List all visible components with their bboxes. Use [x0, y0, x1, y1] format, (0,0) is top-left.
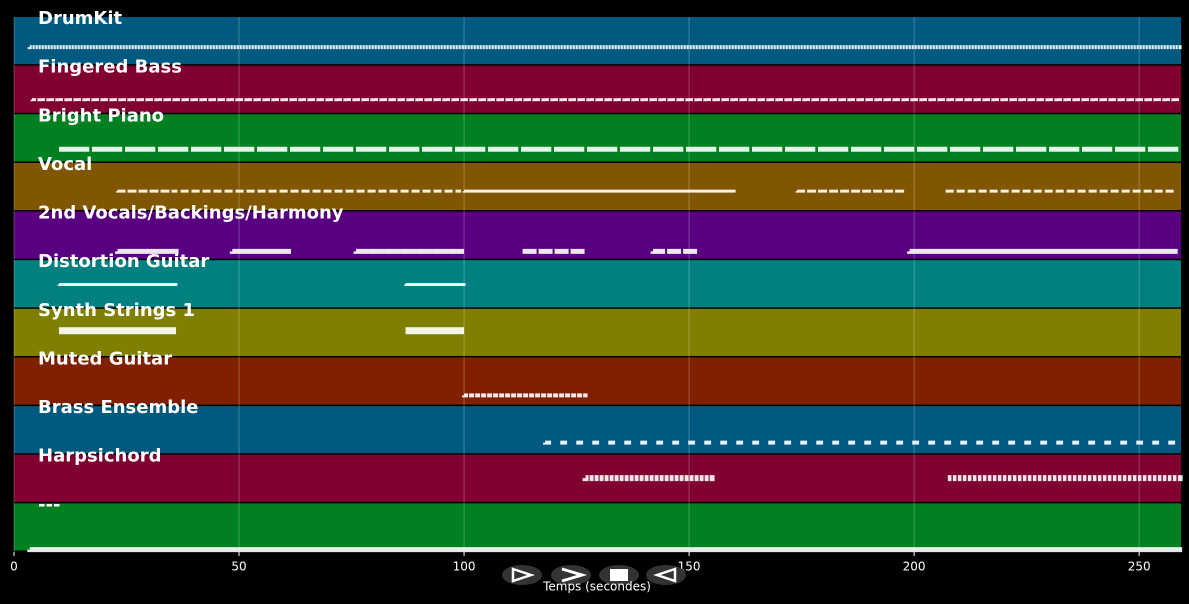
forward-button[interactable] — [551, 565, 591, 585]
track-name: Distortion Guitar — [38, 251, 209, 272]
track-lane — [14, 260, 1181, 308]
x-tick-label: 200 — [903, 560, 926, 574]
track-lane — [14, 503, 1181, 551]
track-name: Vocal — [38, 154, 92, 175]
x-tick-label: 50 — [231, 560, 246, 574]
track-lane — [14, 17, 1181, 65]
back-button[interactable] — [646, 565, 686, 585]
track-lane — [14, 65, 1181, 113]
x-tick-label: 100 — [453, 560, 476, 574]
x-axis-label: Temps (secondes) — [542, 580, 651, 594]
track-name: --- — [38, 494, 60, 515]
track-name: Synth Strings 1 — [38, 300, 195, 321]
playback-controls — [502, 565, 686, 585]
track-name: Harpsichord — [38, 446, 161, 467]
track-name: Muted Guitar — [38, 348, 172, 369]
play-button[interactable] — [502, 565, 542, 585]
track-name: Bright Piano — [38, 105, 164, 126]
track-lane — [14, 162, 1181, 211]
track-name: 2nd Vocals/Backings/Harmony — [38, 203, 344, 224]
x-tick-label: 250 — [1128, 560, 1151, 574]
track-lane — [14, 308, 1181, 356]
note-segment — [59, 327, 177, 335]
track-lane — [14, 114, 1181, 162]
x-tick-label: 150 — [678, 560, 701, 574]
track-lane — [14, 406, 1181, 454]
note-segment — [405, 327, 465, 335]
track-name: Brass Ensemble — [38, 397, 199, 418]
track-name: Fingered Bass — [38, 57, 182, 78]
track-lane — [14, 357, 1181, 405]
track-name: DrumKit — [38, 8, 123, 29]
x-tick-label: 0 — [10, 560, 18, 574]
stop-button[interactable] — [599, 565, 639, 585]
